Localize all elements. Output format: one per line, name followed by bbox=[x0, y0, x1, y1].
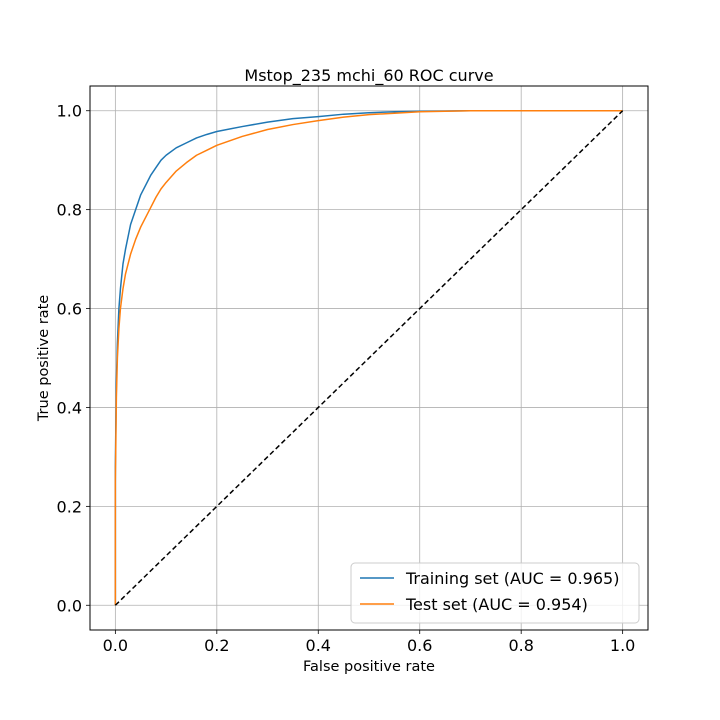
grid bbox=[90, 86, 648, 630]
y-tick-label: 0.8 bbox=[57, 201, 82, 220]
x-tick-label: 1.0 bbox=[610, 636, 635, 655]
y-tick-label: 0.2 bbox=[57, 497, 82, 516]
x-tick-label: 0.0 bbox=[103, 636, 128, 655]
x-tick-label: 0.4 bbox=[306, 636, 331, 655]
y-tick-label: 0.4 bbox=[57, 398, 82, 417]
y-tick-label: 1.0 bbox=[57, 102, 82, 121]
y-tick-label: 0.0 bbox=[57, 596, 82, 615]
y-axis-label: True positive rate bbox=[36, 295, 52, 422]
x-axis-label: False positive rate bbox=[303, 659, 435, 675]
y-tick-label: 0.6 bbox=[57, 300, 82, 319]
plot-frame bbox=[89, 85, 649, 631]
test-roc-line bbox=[114, 109, 623, 606]
random-guess-diagonal bbox=[114, 110, 624, 606]
axis-ticks: 0.0 0.2 0.4 0.6 0.8 1.0 0.0 0.2 0.4 0.6 0.8 1.0 bbox=[57, 102, 636, 655]
legend-label-training: Training set (AUC = 0.965) bbox=[405, 569, 619, 588]
x-tick-label: 0.2 bbox=[204, 636, 229, 655]
legend: Training set (AUC = 0.965) Test set (AUC… bbox=[350, 562, 640, 624]
legend-box bbox=[350, 562, 640, 624]
series-lines bbox=[114, 109, 624, 606]
chart-title: Mstop_235 mchi_60 ROC curve bbox=[244, 66, 493, 86]
legend-label-test: Test set (AUC = 0.954) bbox=[405, 595, 588, 614]
training-roc-line bbox=[114, 109, 623, 606]
x-tick-label: 0.8 bbox=[508, 636, 533, 655]
x-tick-label: 0.6 bbox=[407, 636, 432, 655]
